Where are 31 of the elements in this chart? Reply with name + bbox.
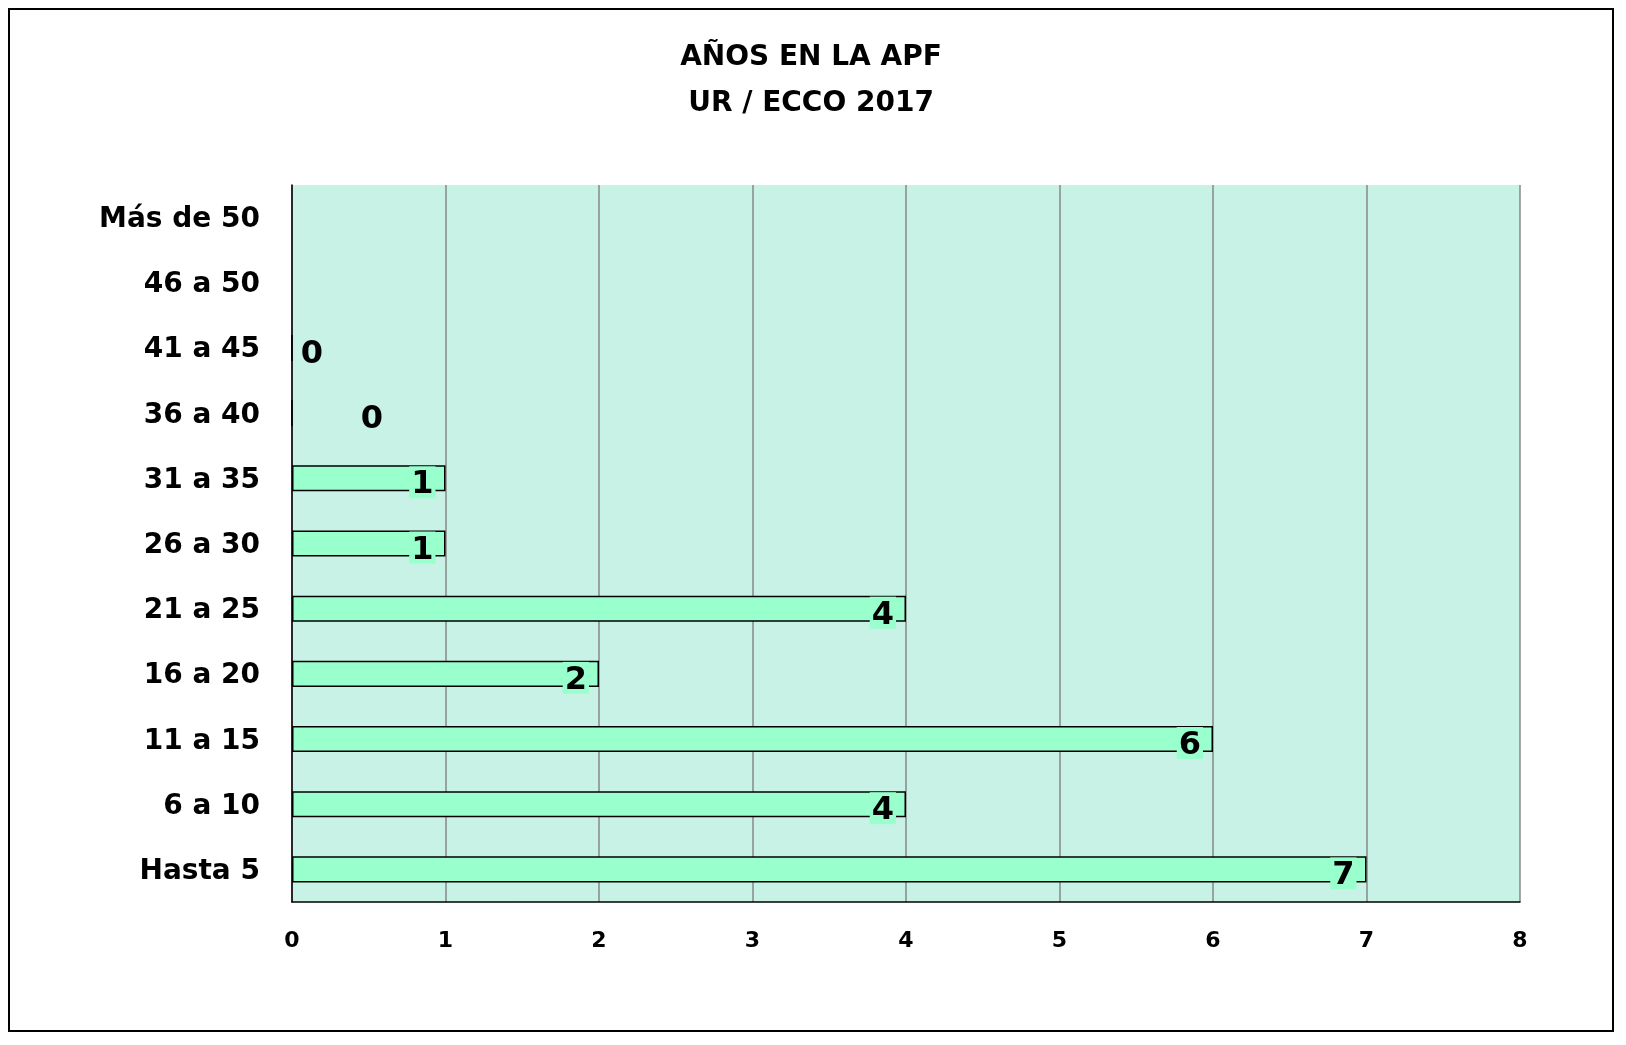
x-tick-label: 8: [1512, 926, 1528, 952]
data-label: 0: [360, 398, 384, 437]
data-label: 4: [871, 789, 894, 828]
x-tick-label: 7: [1358, 926, 1375, 952]
y-tick-label: Más de 50: [99, 201, 260, 235]
data-label: 4: [871, 593, 894, 632]
x-tick-label: 4: [898, 926, 914, 952]
y-tick-label: 46 a 50: [143, 266, 260, 300]
data-label: 7: [1332, 854, 1355, 893]
x-tick-label: 5: [1051, 926, 1068, 952]
y-tick-label: 11 a 15: [143, 722, 260, 756]
y-tick-label: 36 a 40: [143, 396, 260, 430]
data-label: 2: [564, 658, 587, 697]
y-tick-label: 41 a 45: [143, 331, 260, 365]
data-label: 1: [411, 463, 434, 502]
x-tick-label: 6: [1205, 926, 1221, 952]
x-tick-label: 3: [744, 926, 761, 952]
data-label: 1: [411, 528, 434, 567]
data-label: 6: [1178, 724, 1201, 763]
data-label: 0: [300, 332, 324, 371]
y-tick-label: 26 a 30: [143, 527, 260, 560]
y-tick-label: Hasta 5: [139, 852, 260, 886]
y-tick-label: 6 a 10: [163, 787, 260, 821]
chart-title: AÑOS EN LA APF: [680, 37, 942, 72]
x-tick-label: 0: [284, 926, 300, 952]
y-tick-label: 31 a 35: [143, 461, 260, 495]
x-tick-label: 1: [437, 926, 454, 952]
chart-subtitle: UR / ECCO 2017: [688, 84, 934, 118]
x-tick-label: 2: [591, 926, 607, 952]
y-tick-label: 16 a 20: [143, 657, 260, 691]
y-tick-label: 21 a 25: [143, 592, 260, 626]
